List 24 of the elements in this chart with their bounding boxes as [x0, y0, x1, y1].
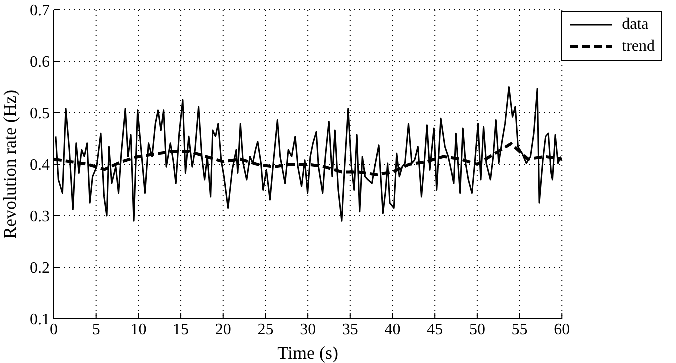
y-axis-title: Revolution rate (Hz)	[0, 90, 20, 239]
x-tick-label: 40	[384, 321, 401, 338]
legend-label: trend	[622, 37, 655, 57]
y-tick-label: 0.6	[30, 54, 50, 72]
y-tick-label: 0.5	[30, 106, 50, 123]
x-tick-label: 20	[215, 321, 232, 338]
x-tick-label: 5	[92, 321, 100, 338]
y-tick-label: 0.4	[30, 157, 50, 174]
y-tick-label: 0.3	[30, 208, 50, 226]
y-tick-label: 0.1	[30, 312, 50, 329]
x-tick-label: 45	[427, 321, 444, 338]
x-tick-label: 25	[258, 321, 274, 338]
y-tick-label: 0.2	[30, 260, 50, 278]
x-tick-label: 15	[173, 321, 190, 338]
x-tick-label: 10	[130, 321, 147, 338]
y-tick-label: 0.7	[30, 2, 50, 20]
x-tick-label: 55	[512, 321, 528, 338]
x-axis-title: Time (s)	[278, 343, 338, 363]
x-tick-label: 30	[300, 321, 316, 338]
x-tick-label: 60	[554, 321, 570, 338]
legend-label: data	[622, 15, 649, 35]
x-tick-label: 0	[50, 321, 58, 338]
x-tick-label: 35	[342, 321, 358, 338]
x-tick-label: 50	[469, 321, 486, 338]
